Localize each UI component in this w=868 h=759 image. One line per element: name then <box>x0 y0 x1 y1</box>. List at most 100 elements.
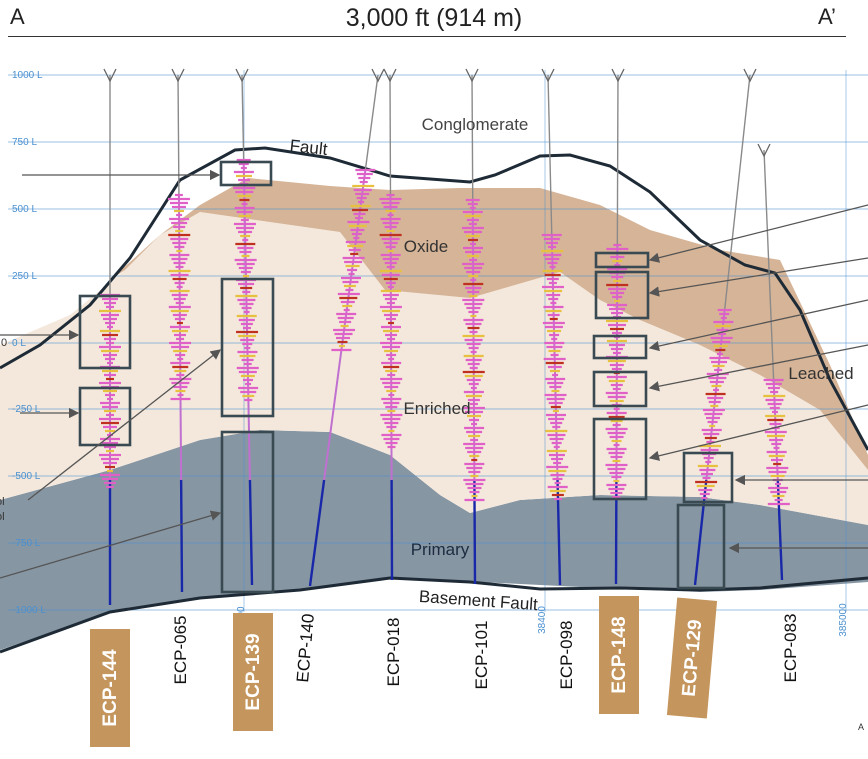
drill-hole-ecp-098 <box>541 68 569 586</box>
hole-label-ecp-148: ECP-148 <box>599 596 639 714</box>
hole-label-ecp-139: ECP-139 <box>233 613 273 731</box>
highlight-box-11 <box>676 503 726 590</box>
elevation-tick-5: -250 L <box>12 404 41 415</box>
callout-arrow-6 <box>648 257 868 297</box>
callout-arrows <box>0 169 868 579</box>
label-oxide: Oxide <box>404 237 448 256</box>
hole-trace-lower <box>308 479 326 587</box>
hole-label-ecp-129: ECP-129 <box>666 597 718 719</box>
collar-marker <box>611 68 625 83</box>
hole-label-text: ECP-018 <box>384 618 403 687</box>
collar-marker <box>465 68 479 83</box>
hole-label-box <box>599 596 639 714</box>
collar-marker <box>235 68 249 83</box>
scale-rule <box>8 36 846 37</box>
collar-marker <box>383 68 397 83</box>
collar-marker <box>757 143 771 158</box>
enriched-unit <box>0 212 868 525</box>
highlight-box-0 <box>78 294 132 370</box>
hole-trace-upper <box>241 74 245 161</box>
drill-hole-ecp-144 <box>99 68 121 605</box>
elevation-tick-1: 750 L <box>12 137 37 148</box>
highlight-box-6 <box>594 270 650 320</box>
hole-label-box <box>666 597 718 719</box>
hole-trace-lower <box>248 479 254 586</box>
hole-label-ecp-140: ECP-140 <box>293 613 318 683</box>
elevation-axis: 1000 L 750 L 500 L 250 L 0 L -250 L -500 L -750… <box>12 70 46 616</box>
hole-label-ecp-018: ECP-018 <box>384 618 403 687</box>
highlight-box-8 <box>592 370 648 408</box>
drill-hole-ecp-129 <box>693 68 757 586</box>
collar-marker <box>371 68 385 83</box>
collar-marker <box>743 68 757 83</box>
easting-label-1: 00 <box>236 606 247 618</box>
drill-holes <box>99 68 790 605</box>
hole-trace-lower <box>556 479 562 586</box>
drill-hole-ecp-101 <box>461 68 486 585</box>
top-fault-line <box>0 146 868 451</box>
highlight-box-2 <box>220 277 275 418</box>
elevation-tick-2: 500 L <box>12 204 37 215</box>
elevation-tick-3: 250 L <box>12 271 37 282</box>
hole-trace-upper <box>547 74 553 236</box>
highlight-box-7 <box>592 334 648 360</box>
hole-label-ecp-101: ECP-101 <box>472 621 491 690</box>
section-end-marker: A’ <box>818 4 836 29</box>
drill-hole-ecp-140 <box>308 68 385 587</box>
highlight-box-10 <box>682 451 734 504</box>
drill-hole-labels: ECP-144 ECP-065 ECP-139 ECP-140 ECP-018 ECP-1… <box>90 596 800 747</box>
drill-hole-ecp-018 <box>379 68 403 581</box>
hole-trace-upper <box>364 74 379 171</box>
collar-marker <box>103 68 117 83</box>
hole-label-text: ECP-098 <box>557 621 576 690</box>
edge-fragment-left-b: ol <box>0 511 5 523</box>
hole-label-text: ECP-140 <box>293 613 318 683</box>
callout-arrow-4 <box>0 510 222 579</box>
callout-arrow-7 <box>648 299 868 352</box>
callout-arrow-8 <box>648 344 868 392</box>
callout-arrow-9 <box>648 404 868 461</box>
label-fault: Fault <box>289 136 329 159</box>
hole-label-text: ECP-144 <box>100 649 121 727</box>
callout-arrow-3 <box>27 349 222 501</box>
section-start-marker: A <box>10 4 25 29</box>
highlight-box-9 <box>592 417 648 501</box>
hole-label-box <box>233 613 273 731</box>
basement-fault-line <box>0 576 868 654</box>
highlight-box-4 <box>219 160 273 187</box>
hole-label-ecp-098: ECP-098 <box>557 621 576 690</box>
highlight-boxes <box>78 160 734 594</box>
hole-trace-upper <box>616 74 619 246</box>
section-length-title: 3,000 ft (914 m) <box>345 4 523 32</box>
hole-label-ecp-144: ECP-144 <box>90 629 130 747</box>
edge-fragment-right: A <box>858 722 864 732</box>
hole-label-text: ECP-065 <box>171 616 190 685</box>
hole-label-ecp-083: ECP-083 <box>781 614 800 683</box>
label-primary: Primary <box>411 540 470 559</box>
hole-label-text: ECP-148 <box>609 616 630 693</box>
label-leached: Leached <box>788 364 853 383</box>
hole-trace-upper <box>471 74 474 201</box>
hole-trace-upper <box>763 149 775 381</box>
edge-fragment-left-a: ol <box>0 496 5 508</box>
hole-trace-upper <box>723 74 751 311</box>
hole-label-text: ECP-083 <box>781 614 800 683</box>
drill-hole-ecp-148 <box>605 68 629 585</box>
elevation-tick-8: -1000 L <box>12 605 46 616</box>
hole-trace-upper <box>177 74 180 196</box>
edge-fragment-left-c: 0 <box>1 337 7 349</box>
elevation-tick-6: -500 L <box>12 471 41 482</box>
primary-unit <box>0 430 868 650</box>
easting-label-3: 385000 <box>838 603 849 637</box>
label-enriched: Enriched <box>403 399 470 418</box>
hole-trace-lower <box>473 479 477 585</box>
oxide-unit <box>110 178 868 470</box>
label-conglomerate: Conglomerate <box>422 115 529 134</box>
hole-trace-mineralized <box>389 194 393 481</box>
drill-hole-ecp-065 <box>167 68 192 593</box>
hole-label-ecp-065: ECP-065 <box>171 616 190 685</box>
hole-label-text: ECP-101 <box>472 621 491 690</box>
hole-label-box <box>90 629 130 747</box>
highlight-box-1 <box>78 386 132 447</box>
